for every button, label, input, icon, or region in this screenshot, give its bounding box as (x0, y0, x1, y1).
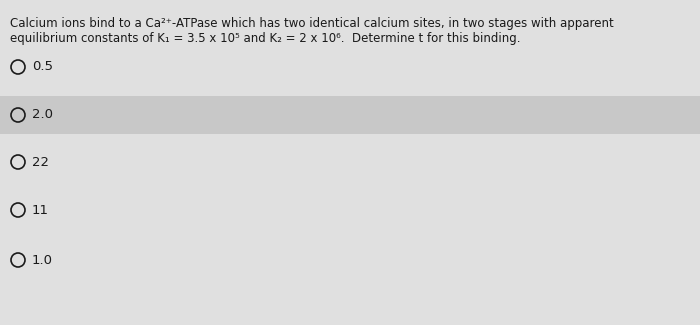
Text: 0.5: 0.5 (32, 60, 53, 73)
Text: 1.0: 1.0 (32, 254, 53, 266)
Text: equilibrium constants of K₁ = 3.5 x 10⁵ and K₂ = 2 x 10⁶.  Determine t for this : equilibrium constants of K₁ = 3.5 x 10⁵ … (10, 32, 521, 45)
Text: 2.0: 2.0 (32, 109, 53, 122)
Text: 22: 22 (32, 155, 49, 168)
Text: Calcium ions bind to a Ca²⁺-ATPase which has two identical calcium sites, in two: Calcium ions bind to a Ca²⁺-ATPase which… (10, 17, 614, 30)
Bar (0, 96, 700, 134)
Text: 11: 11 (32, 203, 49, 216)
